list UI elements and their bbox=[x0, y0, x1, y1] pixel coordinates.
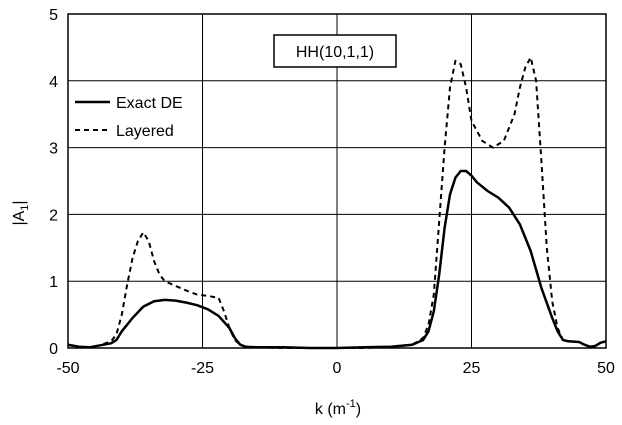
x-axis-title-main: k (m bbox=[315, 401, 346, 418]
y-tick-label: 4 bbox=[49, 74, 58, 91]
x-tick-label: 25 bbox=[463, 360, 481, 377]
x-tick-label: -25 bbox=[191, 360, 214, 377]
x-axis-title-tail: ) bbox=[356, 401, 361, 418]
x-axis-title: k (m-1) bbox=[315, 398, 361, 418]
annotation-label: HH(10,1,1) bbox=[296, 44, 374, 61]
svg-text:k (m-1): k (m-1) bbox=[315, 398, 361, 418]
y-axis-title-sub: 1 bbox=[19, 205, 31, 211]
legend-label-exact-de: Exact DE bbox=[116, 95, 183, 112]
y-tick-label: 3 bbox=[49, 141, 58, 158]
tick-labels: 0 1 2 3 4 5 -50 -25 0 25 50 bbox=[49, 7, 615, 377]
annotation-box: HH(10,1,1) bbox=[273, 34, 397, 68]
series-lines bbox=[67, 56, 607, 350]
grid-lines bbox=[68, 14, 606, 348]
y-tick-label: 5 bbox=[49, 7, 58, 24]
x-tick-label: -50 bbox=[56, 360, 79, 377]
y-tick-label: 2 bbox=[49, 207, 58, 224]
y-axis-title-main: |A bbox=[11, 210, 28, 225]
legend: Exact DE Layered bbox=[75, 95, 183, 140]
y-tick-label: 0 bbox=[49, 341, 58, 358]
y-tick-label: 1 bbox=[49, 274, 58, 291]
annotation-frame bbox=[273, 34, 397, 68]
series-line-layered bbox=[67, 56, 607, 349]
series-line-exact-de bbox=[67, 169, 607, 350]
x-tick-label: 50 bbox=[597, 360, 615, 377]
legend-label-layered: Layered bbox=[116, 123, 174, 140]
x-tick-label: 0 bbox=[333, 360, 342, 377]
x-axis-title-sup: -1 bbox=[346, 398, 356, 410]
y-axis-title: |A1| bbox=[11, 200, 31, 225]
y-axis-title-tail: | bbox=[11, 200, 28, 204]
svg-text:|A1|: |A1| bbox=[11, 200, 31, 225]
